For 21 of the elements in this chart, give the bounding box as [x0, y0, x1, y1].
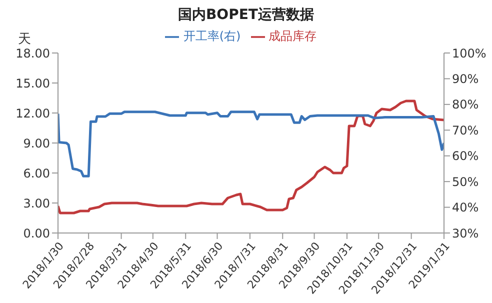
- y2-tick-label: 40%: [452, 200, 479, 215]
- y-tick-label: 18.00: [16, 46, 50, 60]
- y-tick-label: 0.00: [23, 226, 50, 240]
- y-axis-title: 天: [18, 31, 31, 48]
- y2-tick-label: 30%: [452, 226, 479, 240]
- y2-tick-label: 80%: [452, 98, 479, 112]
- y-tick-label: 15.00: [16, 76, 50, 90]
- y-tick-label: 3.00: [23, 196, 50, 210]
- y-tick-label: 9.00: [23, 136, 50, 150]
- y2-tick-label: 90%: [452, 72, 479, 86]
- chart-title: 国内BOPET运营数据: [177, 6, 315, 24]
- y-tick-label: 12.00: [16, 106, 50, 120]
- y2-tick-label: 50%: [452, 174, 479, 189]
- legend-label: 开工率(右): [183, 29, 241, 43]
- y2-tick-label: 100%: [452, 46, 486, 60]
- y2-tick-label: 70%: [452, 123, 479, 138]
- y2-tick-label: 60%: [452, 149, 479, 164]
- legend-label: 成品库存: [268, 29, 317, 43]
- line-series: [58, 100, 444, 214]
- line-series: [58, 110, 444, 178]
- y-tick-label: 6.00: [23, 166, 50, 180]
